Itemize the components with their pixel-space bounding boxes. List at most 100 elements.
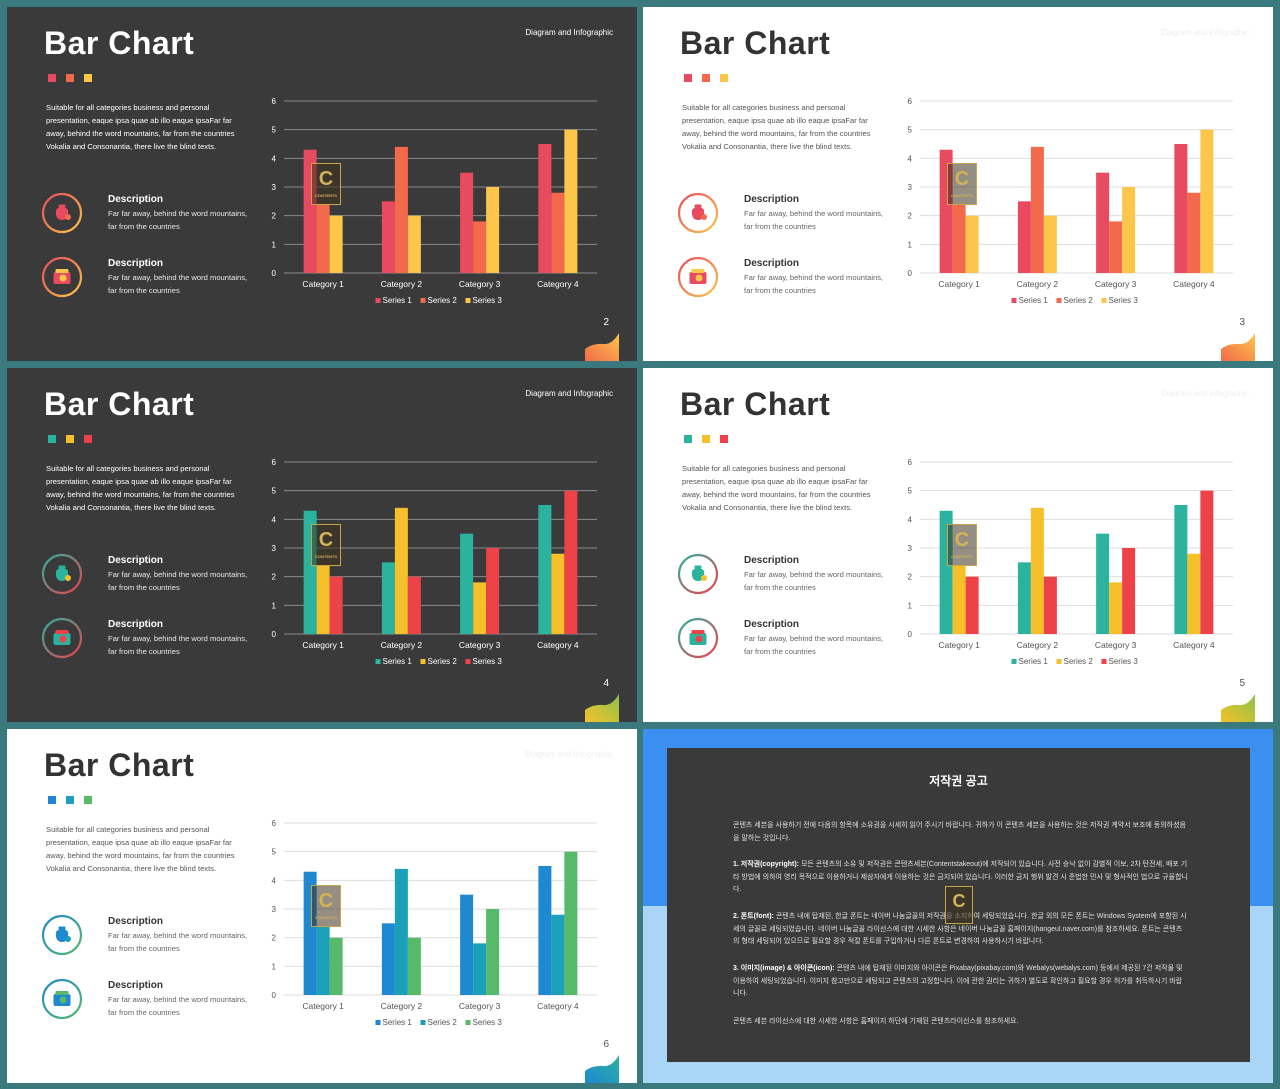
y-tick-label: 4 (908, 515, 913, 524)
y-tick-label: 6 (908, 97, 913, 106)
corner-wave (585, 333, 619, 361)
description-block: Description Far far away, behind the wor… (41, 978, 261, 1020)
legend-label: Series 1 (1019, 296, 1049, 305)
description-title: Description (108, 619, 164, 630)
description-text: Far far away, behind the word mountains,… (108, 209, 248, 231)
x-tick-label: Category 2 (381, 279, 423, 289)
watermark-stamp: C CONTENTS (947, 524, 977, 566)
legend-swatch (420, 1020, 426, 1025)
y-tick-label: 3 (272, 544, 277, 553)
y-tick-label: 1 (908, 601, 913, 610)
bar-chart: 0 1 2 3 4 5 6 Category 1 Category 2 Category 3 Cat… (272, 458, 597, 666)
bar (486, 187, 500, 273)
x-tick-label: Category 3 (1095, 279, 1137, 289)
wallet-icon (41, 256, 83, 298)
legend-swatch (1101, 298, 1107, 303)
slide-3[interactable]: Bar Chart Diagram and Infographic Suitab… (643, 7, 1273, 361)
legend-swatch (465, 298, 471, 303)
legend-swatch (375, 659, 381, 664)
copyright-item: 1. 저작권(copyright): 모든 콘텐츠의 소유 및 저작권은 콘텐츠… (733, 861, 1188, 893)
slide-title: Bar Chart (44, 747, 195, 783)
bar (1030, 507, 1044, 634)
x-tick-label: Category 4 (537, 279, 579, 289)
y-tick-label: 5 (272, 848, 277, 857)
x-tick-label: Category 4 (537, 1001, 579, 1011)
bar (394, 868, 408, 995)
bar (473, 582, 487, 634)
y-tick-label: 4 (908, 154, 913, 163)
y-tick-label: 0 (272, 991, 277, 1000)
description-text: Far far away, behind the word mountains,… (108, 273, 248, 295)
y-tick-label: 5 (908, 487, 913, 496)
slide-5[interactable]: Bar Chart Diagram and Infographic Suitab… (643, 368, 1273, 722)
legend-label: Series 1 (383, 1018, 413, 1027)
legend-label: Series 1 (383, 296, 413, 305)
description-text: Far far away, behind the word mountains,… (744, 570, 884, 592)
slide-2[interactable]: Bar Chart Diagram and Infographic Suitab… (7, 7, 637, 361)
corner-label: Diagram and Infographic (1161, 28, 1249, 37)
bar (538, 505, 552, 634)
money-bag-icon (41, 914, 83, 956)
x-tick-label: Category 3 (459, 279, 501, 289)
legend-label: Series 2 (428, 657, 458, 666)
bar (394, 507, 408, 634)
description-text: Far far away, behind the word mountains,… (744, 209, 884, 231)
wallet-icon (41, 617, 83, 659)
money-bag-icon (41, 553, 83, 595)
page-number: 3 (1239, 317, 1245, 328)
bar (564, 490, 578, 634)
bar (1174, 505, 1188, 634)
description-block: Description Far far away, behind the wor… (41, 914, 261, 956)
x-tick-label: Category 1 (302, 1001, 344, 1011)
bar (965, 215, 979, 273)
corner-wave (585, 694, 619, 722)
money-bag-icon (677, 553, 719, 595)
x-tick-label: Category 1 (938, 640, 980, 650)
bar (551, 914, 565, 995)
bar (1109, 221, 1123, 273)
legend-swatch (420, 659, 426, 664)
description-block: Description Far far away, behind the wor… (677, 256, 897, 298)
accent-dots (684, 430, 738, 443)
accent-dots (48, 430, 102, 443)
accent-dots (684, 69, 738, 82)
corner-wave (585, 1055, 619, 1083)
x-tick-label: Category 3 (459, 640, 501, 650)
legend-label: Series 2 (1064, 657, 1094, 666)
bar (1200, 129, 1214, 273)
y-tick-label: 6 (272, 819, 277, 828)
bar (1187, 553, 1201, 634)
bar (316, 926, 330, 995)
bar (329, 576, 343, 634)
description-text: Far far away, behind the word mountains,… (108, 634, 248, 656)
y-tick-label: 0 (908, 269, 913, 278)
legend-label: Series 2 (428, 1018, 458, 1027)
body-text: Suitable for all categories business and… (46, 464, 235, 512)
bar (460, 533, 474, 634)
copyright-slide[interactable]: 저작권 공고 콘텐츠 세븐을 사용하기 전에 다음의 항목에 소유권을 시세히 … (643, 729, 1273, 1083)
slide-6[interactable]: Bar Chart Diagram and Infographic Suitab… (7, 729, 637, 1083)
corner-label: Diagram and Infographic (525, 28, 613, 37)
y-tick-label: 5 (272, 126, 277, 135)
accent-dots (48, 69, 102, 82)
slide-4[interactable]: Bar Chart Diagram and Infographic Suitab… (7, 368, 637, 722)
legend-swatch (1011, 659, 1017, 664)
legend-swatch (465, 1020, 471, 1025)
legend-label: Series 2 (1064, 296, 1094, 305)
bar (460, 172, 474, 273)
page-number: 2 (603, 317, 609, 328)
money-bag-icon (677, 192, 719, 234)
y-tick-label: 5 (272, 487, 277, 496)
description-block: Description Far far away, behind the wor… (677, 553, 897, 595)
bar (551, 553, 565, 634)
description-title: Description (744, 555, 800, 566)
bar (329, 215, 343, 273)
y-tick-label: 0 (908, 630, 913, 639)
description-text: Far far away, behind the word mountains,… (108, 570, 248, 592)
x-tick-label: Category 2 (381, 1001, 423, 1011)
page-number: 6 (603, 1039, 609, 1050)
copyright-footer: 콘텐츠 세븐 라이선스에 대한 시세한 사항은 홈페이지 하단에 기재된 콘텐츠… (733, 1018, 1019, 1025)
x-tick-label: Category 1 (938, 279, 980, 289)
copyright-panel: 저작권 공고 콘텐츠 세븐을 사용하기 전에 다음의 항목에 소유권을 시세히 … (667, 748, 1250, 1062)
y-tick-label: 3 (908, 544, 913, 553)
